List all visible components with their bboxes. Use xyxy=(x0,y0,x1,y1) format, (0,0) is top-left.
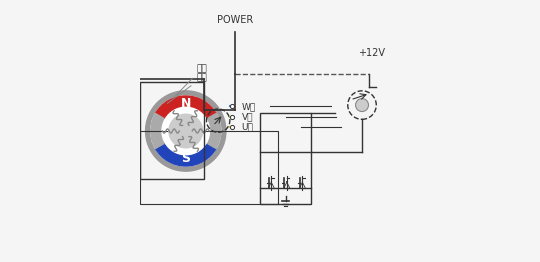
Text: +12V: +12V xyxy=(357,48,384,58)
Circle shape xyxy=(355,99,368,112)
Text: W相: W相 xyxy=(241,102,256,111)
Wedge shape xyxy=(156,96,216,118)
Text: U相: U相 xyxy=(241,123,253,132)
Text: N: N xyxy=(180,97,191,110)
Circle shape xyxy=(151,96,221,166)
Bar xyxy=(140,82,204,179)
Bar xyxy=(260,113,312,204)
Wedge shape xyxy=(151,113,164,149)
Text: V相: V相 xyxy=(241,112,253,121)
Text: S: S xyxy=(181,152,190,165)
Wedge shape xyxy=(156,144,216,166)
Bar xyxy=(140,131,278,204)
Text: POWER: POWER xyxy=(217,14,253,25)
Circle shape xyxy=(146,91,226,171)
Circle shape xyxy=(169,114,202,148)
Text: 转子: 转子 xyxy=(175,64,207,97)
Text: 定子: 定子 xyxy=(167,73,207,103)
Wedge shape xyxy=(207,113,221,149)
